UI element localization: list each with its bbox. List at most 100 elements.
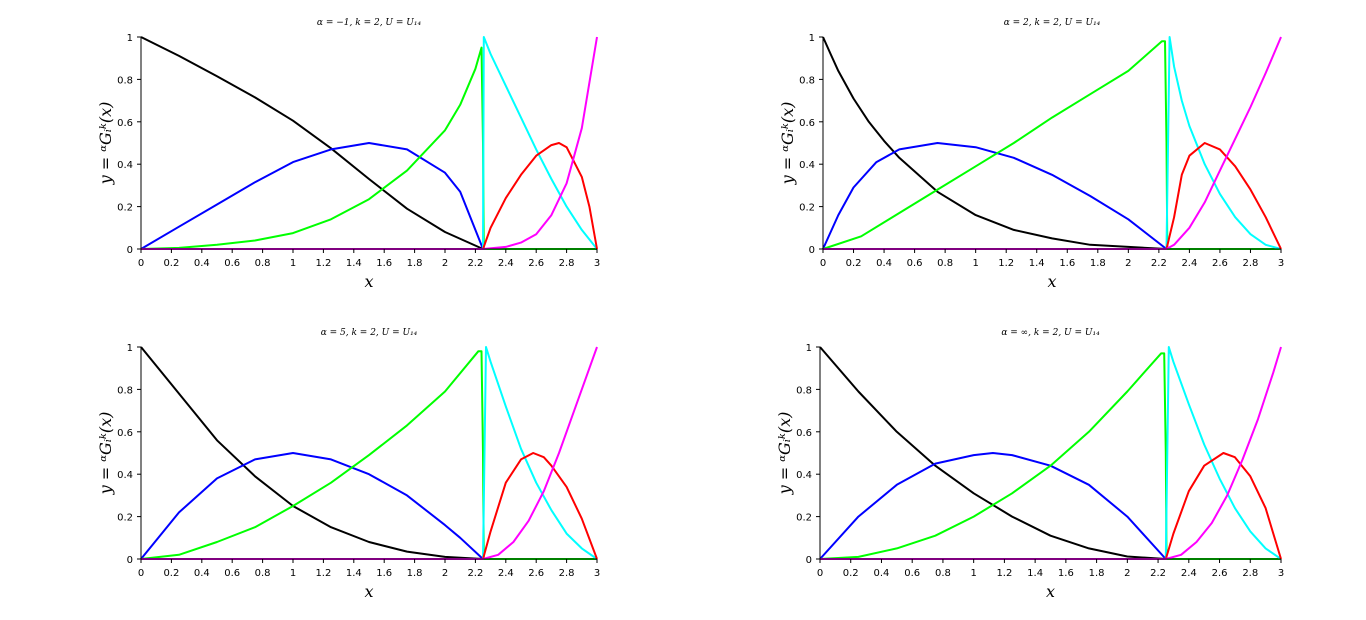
x-tick-label: 2.6 [528, 258, 544, 269]
series-line-2 [819, 452, 1167, 560]
series-line-2 [140, 452, 484, 560]
x-tick-label: 2 [1125, 258, 1131, 269]
y-tick-label: 1 [127, 33, 133, 44]
x-tick-label: 3 [1278, 568, 1284, 579]
series-line-3 [819, 352, 1281, 560]
x-axis-label: x [1046, 582, 1055, 601]
series-line-2 [822, 142, 1168, 250]
y-tick-label: 0.2 [117, 203, 133, 214]
x-tick-label: 2.2 [1151, 258, 1167, 269]
y-tick-label: 0 [127, 555, 133, 566]
y-tick-label: 0 [806, 555, 812, 566]
series-line-3 [140, 350, 597, 560]
y-tick-label: 1 [809, 33, 815, 44]
x-tick-label: 0.6 [224, 568, 240, 579]
x-tick-label: 3 [594, 258, 600, 269]
series-line-5 [141, 452, 598, 560]
y-tick-label: 0.6 [799, 118, 815, 129]
x-tick-label: 2.8 [1242, 568, 1258, 579]
chart-panel-1: α = −1, k = 2, U = U₁₄ 0 0.2 0.4 0.6 0.8 1 1.2 1… [96, 18, 600, 291]
x-tick-label: 2.6 [1212, 258, 1228, 269]
chart-panel-3: α = 5, k = 2, U = U₁₄ 0 0.2 0.4 0.6 0.8 1 1.2 1.… [96, 328, 600, 601]
x-tick-label: 3 [594, 568, 600, 579]
x-tick-label: 1.4 [346, 258, 362, 269]
x-tick-label: 1.8 [1090, 258, 1106, 269]
y-tick-label: 0.4 [799, 160, 815, 171]
series-line-6 [141, 346, 598, 560]
y-tick-label: 0.8 [117, 75, 133, 86]
y-tick-label: 0.2 [799, 203, 815, 214]
x-tick-label: 0.4 [874, 568, 890, 579]
y-tick-label: 0.2 [117, 513, 133, 524]
series-line-1 [822, 36, 1167, 250]
x-tick-label: 0.2 [843, 568, 859, 579]
x-tick-label: 1.2 [998, 258, 1014, 269]
x-tick-label: 2.8 [559, 258, 575, 269]
y-tick-label: 0.8 [117, 385, 133, 396]
x-tick-label: 0.4 [194, 258, 210, 269]
x-tick-label: 1.4 [1027, 568, 1043, 579]
x-tick-label: 2.6 [1212, 568, 1228, 579]
x-tick-label: 2.4 [498, 568, 514, 579]
chart-title: α = 2, k = 2, U = U₁₄ [1004, 18, 1101, 28]
y-tick-label: 0.6 [796, 428, 812, 439]
x-tick-label: 1 [972, 258, 978, 269]
series-line-6 [141, 36, 598, 250]
series-line-2 [140, 142, 484, 250]
y-tick-label: 0.8 [796, 385, 812, 396]
x-tick-label: 1 [970, 568, 976, 579]
y-tick-label: 1 [127, 343, 133, 354]
x-tick-label: 1.6 [376, 568, 392, 579]
x-tick-label: 1.6 [376, 258, 392, 269]
y-tick-label: 0 [809, 245, 815, 256]
chart-title: α = −1, k = 2, U = U₁₄ [317, 18, 422, 28]
x-tick-label: 0 [138, 258, 144, 269]
series-line-6 [820, 346, 1282, 560]
series-line-4 [820, 346, 1282, 560]
x-tick-label: 2.8 [1243, 258, 1259, 269]
x-tick-label: 0.6 [907, 258, 923, 269]
series-line-5 [141, 142, 598, 250]
series-line-3 [822, 40, 1281, 250]
x-tick-label: 0.2 [846, 258, 862, 269]
x-tick-label: 2.4 [1181, 568, 1197, 579]
x-tick-label: 2.2 [467, 258, 483, 269]
series-line-1 [140, 36, 484, 250]
x-tick-label: 1.6 [1059, 258, 1075, 269]
x-tick-label: 2 [442, 568, 448, 579]
x-tick-label: 2.4 [498, 258, 514, 269]
chart-title: α = 5, k = 2, U = U₁₄ [321, 328, 418, 338]
x-tick-label: 2.6 [528, 568, 544, 579]
x-tick-label: 1.8 [407, 258, 423, 269]
y-tick-label: 0.2 [796, 513, 812, 524]
chart-panel-2: α = 2, k = 2, U = U₁₄ 0 0.2 0.4 0.6 0.8 1 1.2 1.… [778, 18, 1284, 291]
x-tick-label: 0.4 [194, 568, 210, 579]
x-tick-label: 0 [817, 568, 823, 579]
y-tick-label: 1 [806, 343, 812, 354]
y-axis-label: y = ᵅGᵢᵏ(x) [96, 412, 115, 496]
series-line-4 [141, 36, 598, 250]
x-tick-label: 1.4 [346, 568, 362, 579]
x-tick-label: 1.4 [1029, 258, 1045, 269]
x-tick-label: 1.2 [315, 568, 331, 579]
y-tick-label: 0.4 [117, 160, 133, 171]
x-tick-label: 1.2 [996, 568, 1012, 579]
chart-panel-4: α = ∞, k = 2, U = U₁₄ 0 0.2 0.4 0.6 0.8 1 1.2 1.… [775, 328, 1284, 601]
chart-title: α = ∞, k = 2, U = U₁₄ [1001, 328, 1100, 338]
x-tick-label: 1 [290, 568, 296, 579]
x-tick-label: 0.2 [163, 258, 179, 269]
x-tick-label: 2 [442, 258, 448, 269]
series-line-3 [140, 46, 597, 250]
series-line-4 [141, 346, 598, 560]
x-tick-label: 1.8 [407, 568, 423, 579]
y-tick-label: 0.4 [796, 470, 812, 481]
x-tick-label: 2.4 [1181, 258, 1197, 269]
x-axis-label: x [364, 582, 373, 601]
x-tick-label: 0.8 [935, 568, 951, 579]
x-tick-label: 2.2 [1150, 568, 1166, 579]
x-tick-label: 0.6 [904, 568, 920, 579]
x-tick-label: 0 [820, 258, 826, 269]
y-tick-label: 0.4 [117, 470, 133, 481]
x-tick-label: 0.8 [255, 568, 271, 579]
